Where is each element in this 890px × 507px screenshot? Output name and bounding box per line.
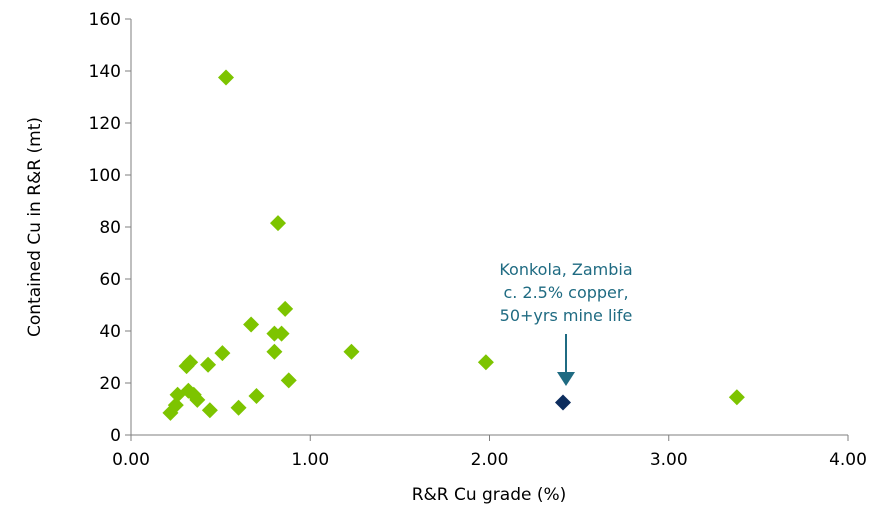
annotation-line-1: Konkola, Zambia [499, 260, 632, 279]
x-tick-label: 0.00 [112, 450, 150, 470]
data-point [243, 316, 260, 333]
data-point [477, 354, 494, 371]
annotation-line-2: c. 2.5% copper, [503, 283, 628, 302]
data-point [277, 300, 294, 317]
data-point [162, 404, 179, 421]
y-tick-label: 40 [99, 322, 121, 342]
y-tick-label: 0 [110, 426, 121, 446]
annotation-line-3: 50+yrs mine life [500, 306, 633, 325]
y-tick-label: 160 [89, 10, 121, 30]
x-tick-label: 4.00 [829, 450, 867, 470]
data-point-highlight [554, 394, 571, 411]
data-point [269, 215, 286, 232]
x-tick-label: 2.00 [471, 450, 509, 470]
data-point [200, 356, 217, 373]
data-point [214, 345, 231, 362]
annotation: Konkola, Zambia c. 2.5% copper, 50+yrs m… [499, 260, 633, 386]
y-axis-title: Contained Cu in R&R (mt) [25, 117, 45, 337]
x-ticks: 0.00 1.00 2.00 3.00 4.00 [112, 435, 867, 470]
axes [130, 19, 848, 436]
y-tick-label: 80 [99, 218, 121, 238]
annotation-arrow-head [557, 372, 575, 386]
data-point [218, 69, 235, 86]
y-tick-label: 60 [99, 270, 121, 290]
data-point [230, 399, 247, 416]
data-point [728, 389, 745, 406]
y-ticks: 0 20 40 60 80 100 120 140 160 [89, 10, 131, 446]
data-point [280, 372, 297, 389]
data-point [201, 402, 218, 419]
y-tick-label: 20 [99, 374, 121, 394]
y-tick-label: 100 [89, 166, 121, 186]
data-point [178, 358, 195, 375]
x-tick-label: 3.00 [650, 450, 688, 470]
x-tick-label: 1.00 [291, 450, 329, 470]
data-points [162, 69, 745, 421]
data-point [266, 325, 283, 342]
data-point [248, 388, 265, 404]
data-point [189, 391, 206, 408]
x-axis-title: R&R Cu grade (%) [412, 485, 567, 505]
y-tick-label: 140 [89, 62, 121, 82]
y-tick-label: 120 [89, 114, 121, 134]
data-point [266, 343, 283, 360]
data-point [343, 343, 360, 360]
